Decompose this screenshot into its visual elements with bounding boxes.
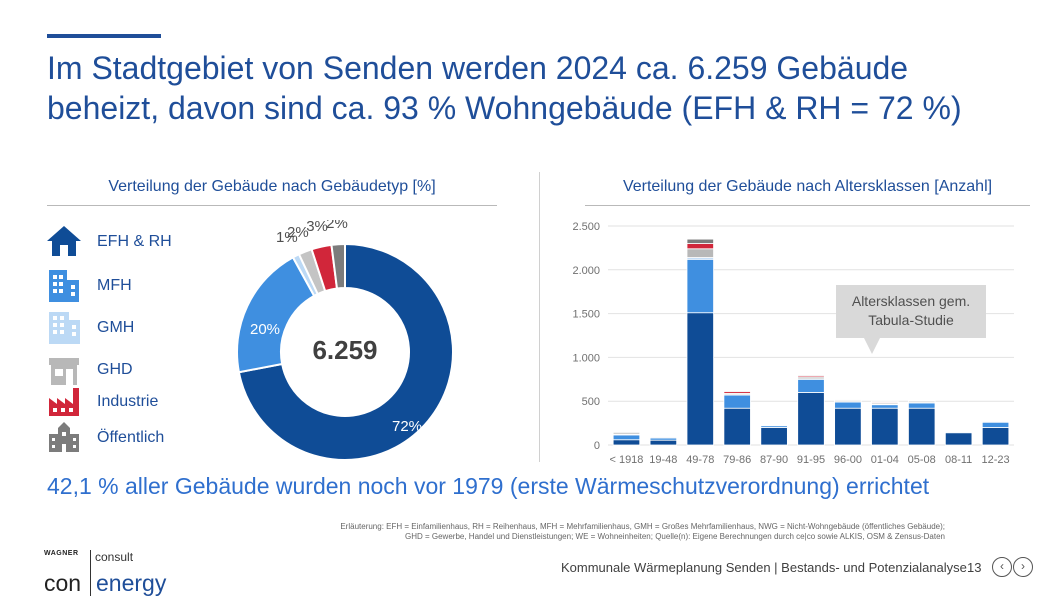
legend-label: Öffentlich: [97, 429, 165, 446]
legend-item-industrie: Industrie: [46, 384, 226, 420]
conenergy-logo: WAGNER consult con energy: [44, 550, 204, 596]
large-apartment-icon: [49, 312, 80, 344]
shop-icon: [49, 358, 79, 385]
donut-slice-label: 3%: [306, 220, 328, 235]
top-accent-rule: [47, 34, 161, 38]
page-number: 13: [967, 560, 982, 575]
legend-label: MFH: [97, 277, 132, 294]
legend-item-ghd: GHD: [46, 352, 226, 388]
donut-center-total: 6.259: [312, 335, 377, 365]
logo-separator: [90, 550, 91, 596]
x-tick-label: 87-90: [760, 454, 788, 466]
footer-title: Kommunale Wärmeplanung Senden | Bestands…: [561, 560, 967, 575]
donut-slice-label: 2%: [287, 224, 309, 241]
bar-segment: [797, 378, 825, 393]
legend-label: Industrie: [97, 393, 159, 410]
wagner-logo-text: WAGNER: [44, 550, 79, 557]
bar-segment: [723, 390, 751, 392]
logo-consult-text: consult: [95, 550, 134, 564]
donut-slice-label: 72%: [392, 418, 422, 435]
page-title-line-2: beheizt, davon sind ca. 93 % Wohngebäude…: [47, 90, 962, 126]
footnote-line-1: Erläuterung: EFH = Einfamilienhaus, RH =…: [340, 522, 945, 531]
key-finding-text: 42,1 % aller Gebäude wurden noch vor 197…: [47, 473, 930, 499]
x-tick-label: 19-48: [649, 454, 677, 466]
left-panel-rule: [47, 205, 497, 206]
y-tick-label: 2.000: [572, 265, 600, 277]
donut-slice-0: [237, 242, 454, 460]
factory-icon: [49, 388, 79, 416]
next-page-button[interactable]: ›: [1013, 557, 1033, 577]
legend-item-gmh: GMH: [46, 310, 226, 346]
legend-item-efh: EFH & RH: [46, 224, 226, 260]
callout-line-2: Tabula-Studie: [868, 312, 954, 328]
legend-item-oeffentlich: Öffentlich: [46, 420, 226, 456]
x-tick-label: 12-23: [981, 454, 1009, 466]
building-type-donut-chart: 72%20%1%2%3%2%6.259: [236, 220, 454, 460]
tabula-callout: Altersklassen gem. Tabula-Studie: [836, 285, 986, 338]
donut-slice-label: 20%: [250, 321, 280, 338]
footnote-line-2: GHD = Gewerbe, Handel und Dienstleistung…: [404, 532, 945, 541]
bar-segment: [981, 427, 1010, 446]
bar-segment: [686, 238, 714, 244]
legend-label: GHD: [97, 361, 133, 378]
x-tick-label: < 1918: [609, 454, 643, 466]
x-tick-label: 05-08: [908, 454, 936, 466]
house-icon: [47, 226, 81, 256]
donut-slice-label: 2%: [326, 220, 348, 232]
y-tick-label: 1.000: [572, 352, 600, 364]
bar-segment: [944, 432, 973, 446]
bar-segment: [612, 434, 641, 441]
legend-label: EFH & RH: [97, 233, 172, 250]
bar-segment: [871, 404, 899, 409]
callout-pointer: [864, 338, 880, 354]
public-building-icon: [49, 422, 79, 452]
x-tick-label: 79-86: [723, 454, 751, 466]
y-tick-label: 2.500: [572, 221, 600, 233]
x-tick-label: 91-95: [797, 454, 825, 466]
bar-segment: [686, 243, 714, 250]
donut-slice-5: [330, 242, 346, 290]
right-panel-rule: [585, 205, 1030, 206]
bar-segment: [797, 374, 825, 377]
bar-segment: [981, 421, 1010, 428]
footnote: Erläuterung: EFH = Einfamilienhaus, RH =…: [225, 522, 945, 542]
bar-segment: [834, 407, 862, 446]
left-panel-title: Verteilung der Gebäude nach Gebäudetyp […: [108, 178, 436, 195]
bar-segment: [908, 407, 936, 446]
bar-segment: [834, 401, 862, 409]
logo-con-text: con: [44, 570, 82, 596]
x-tick-label: 49-78: [686, 454, 714, 466]
bar-segment: [871, 400, 899, 403]
callout-line-1: Altersklassen gem.: [851, 293, 971, 309]
bar-segment: [760, 427, 788, 446]
panel-divider: [539, 172, 540, 462]
bar-segment: [686, 248, 714, 258]
y-tick-label: 1.500: [572, 309, 600, 321]
bar-segment: [612, 439, 641, 446]
legend-label: GMH: [97, 319, 135, 336]
page-title-line-1: Im Stadtgebiet von Senden werden 2024 ca…: [47, 50, 909, 86]
previous-page-button[interactable]: ‹: [992, 557, 1012, 577]
x-tick-label: 01-04: [871, 454, 899, 466]
bar-segment: [686, 258, 714, 314]
legend-item-mfh: MFH: [46, 268, 226, 304]
logo-energy-text: energy: [96, 570, 167, 596]
x-tick-label: 96-00: [834, 454, 862, 466]
donut-slice-label: 1%: [276, 229, 298, 246]
bar-segment: [686, 312, 714, 446]
y-tick-label: 500: [582, 396, 600, 408]
bar-segment: [723, 394, 751, 409]
x-tick-label: 08-11: [945, 454, 972, 466]
page-title: Im Stadtgebiet von Senden werden 2024 ca…: [47, 48, 1027, 128]
bar-segment: [797, 392, 825, 446]
bar-segment: [649, 439, 678, 446]
bar-segment: [871, 407, 899, 446]
right-panel-title: Verteilung der Gebäude nach Altersklasse…: [622, 178, 993, 195]
bar-segment: [908, 402, 936, 409]
y-tick-label: 0: [594, 440, 600, 452]
apartment-building-icon: [49, 270, 79, 302]
age-class-bar-chart: 0 500 1.000 1.500 2.000 2.500 < 1918 19-48 49-78…: [572, 221, 1014, 466]
bar-segment: [723, 407, 751, 446]
